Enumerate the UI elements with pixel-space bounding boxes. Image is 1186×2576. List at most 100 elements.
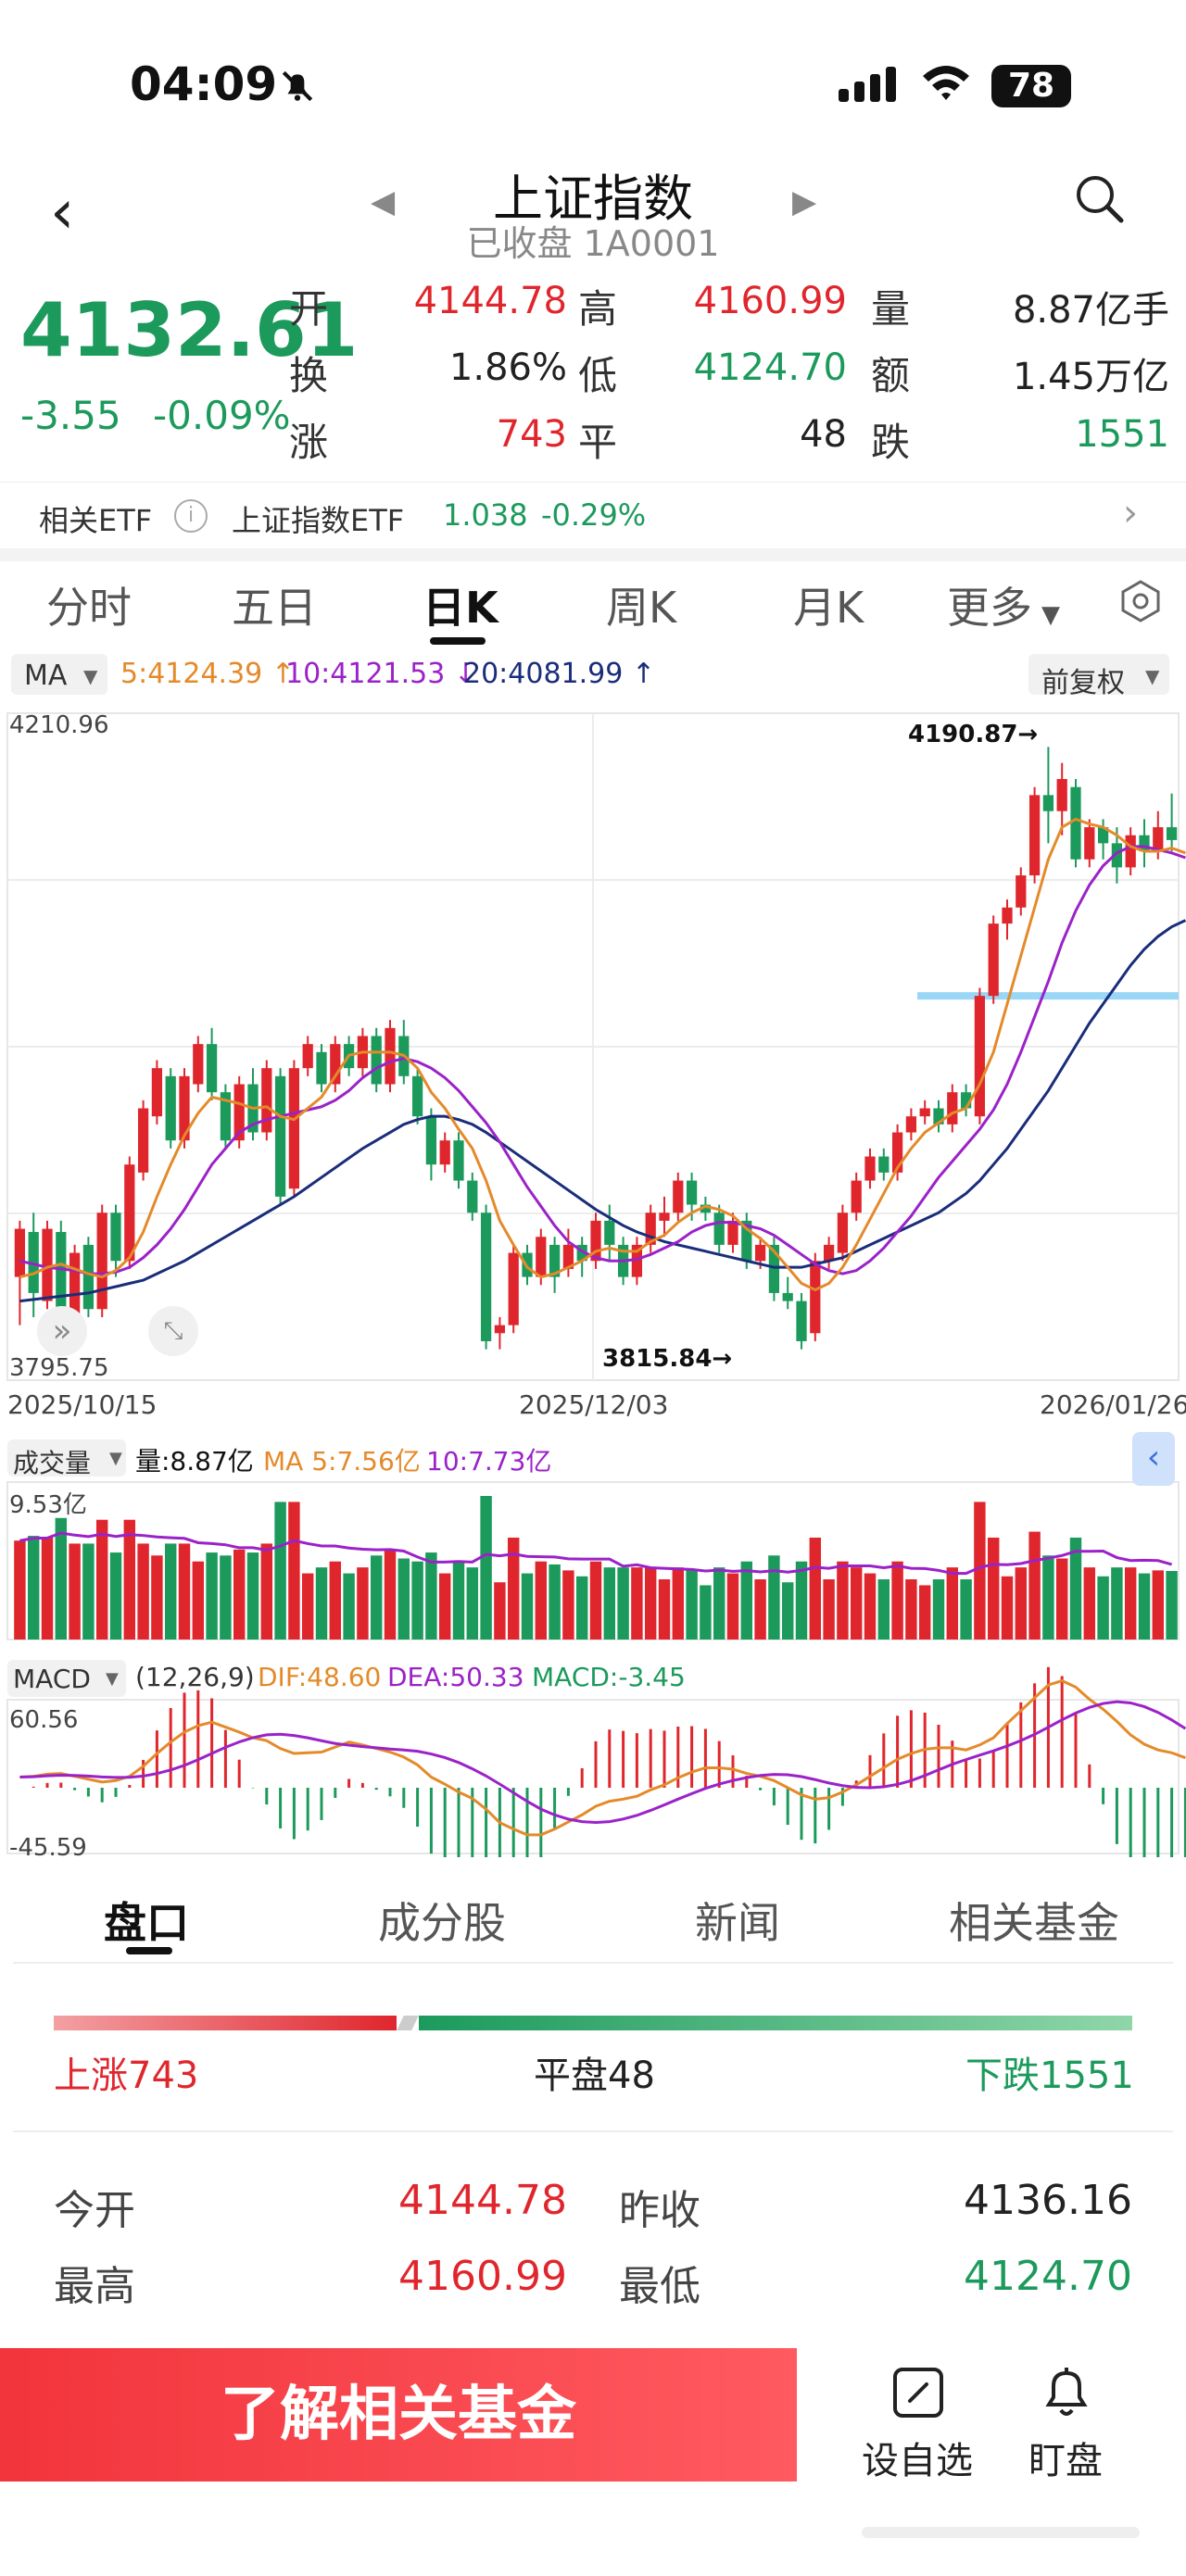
volume-selector[interactable]: 成交量 ▼ — [7, 1439, 126, 1478]
candle-body — [1166, 827, 1178, 840]
dif-line — [19, 1678, 1186, 1837]
candle-body — [233, 1084, 245, 1141]
tab-monthly-k[interactable]: 月K — [793, 583, 864, 633]
candle-body — [796, 1301, 807, 1341]
quote-value-open: 4144.78 — [413, 280, 567, 322]
volume-bar — [617, 1567, 629, 1640]
volume-bar — [246, 1552, 259, 1640]
candle-body — [1139, 835, 1150, 852]
expand-left-icon[interactable]: » — [37, 1306, 87, 1356]
price-change: -3.55 — [20, 393, 121, 438]
section-divider — [0, 548, 1186, 561]
candle-body — [1111, 843, 1123, 868]
macd-axis-bottom: -45.59 — [9, 1834, 87, 1862]
tab-related-funds[interactable]: 相关基金 — [949, 1898, 1119, 1948]
volume-bar — [877, 1579, 890, 1640]
page-subtitle: 已收盘 1A0001 — [466, 223, 720, 264]
candle-body — [137, 1108, 149, 1173]
candle-body — [604, 1220, 615, 1245]
candle-body — [673, 1180, 684, 1213]
stat-low-value: 4124.70 — [964, 2253, 1132, 2300]
candle-body — [974, 996, 986, 1117]
candle-body — [69, 1252, 81, 1317]
volume-bar — [795, 1561, 808, 1640]
volume-bar — [494, 1582, 506, 1640]
volume-bar — [1028, 1531, 1041, 1640]
volume-bar — [82, 1543, 95, 1640]
caret-down-icon: ▼ — [1041, 601, 1060, 629]
candle-body — [645, 1213, 656, 1245]
adjust-selector[interactable]: 前复权 ▼ — [1028, 654, 1169, 699]
quote-label-open: 开 — [289, 286, 329, 332]
related-etf-bar[interactable]: 相关ETF i 上证指数ETF 1.038 -0.29% › — [0, 482, 1186, 547]
volume-bar — [1111, 1567, 1123, 1640]
volume-bar — [562, 1570, 574, 1640]
info-icon[interactable]: i — [174, 499, 208, 533]
volume-bar — [864, 1573, 877, 1640]
macd-dea: DEA:50.33 — [387, 1662, 524, 1692]
macd-label: MACD — [13, 1664, 91, 1694]
fullscreen-icon[interactable]: ⤡ — [148, 1306, 198, 1356]
macd-params: (12,26,9) — [135, 1662, 255, 1692]
candle-body — [124, 1164, 135, 1262]
candle-body — [536, 1237, 547, 1277]
stat-prev-close-label: 昨收 — [619, 2187, 700, 2234]
candle-body — [425, 1116, 437, 1165]
search-icon[interactable] — [1073, 172, 1125, 224]
tab-more[interactable]: 更多 ▼ — [947, 574, 1060, 635]
last-price: 4132.61 — [20, 287, 359, 373]
volume-bar — [713, 1567, 725, 1640]
tab-news[interactable]: 新闻 — [695, 1898, 780, 1948]
collapse-panel-icon[interactable]: ‹ — [1132, 1432, 1175, 1486]
candle-body — [851, 1180, 862, 1213]
volume-bar — [700, 1585, 712, 1640]
breadth-up-bar — [54, 2016, 397, 2030]
quote-value-up: 743 — [496, 413, 567, 456]
prev-index-icon[interactable]: ◀ — [371, 183, 396, 220]
volume-bar — [589, 1561, 602, 1640]
volume-bar — [233, 1549, 246, 1640]
quote-label-up: 涨 — [289, 420, 329, 465]
candle-body — [562, 1244, 574, 1269]
volume-bar — [891, 1561, 903, 1640]
macd-selector[interactable]: MACD ▼ — [7, 1660, 126, 1697]
volume-bar — [384, 1549, 397, 1640]
ma-selector[interactable]: MA ▼ — [11, 654, 107, 695]
next-index-icon[interactable]: ▶ — [792, 183, 817, 220]
tab-constituents[interactable]: 成分股 — [378, 1898, 506, 1948]
volume-bar — [220, 1555, 232, 1640]
kline-chart[interactable] — [0, 709, 1186, 1857]
candle-body — [1070, 786, 1081, 860]
volume-bar — [535, 1561, 548, 1640]
ma10-text: 10:4121.53 — [285, 658, 446, 690]
candle-body — [165, 1075, 176, 1141]
chevron-right-icon: › — [1123, 492, 1138, 534]
volume-bar — [672, 1567, 685, 1640]
tab-weekly-k[interactable]: 周K — [606, 583, 677, 633]
tab-five-day[interactable]: 五日 — [232, 583, 317, 633]
tab-intraday[interactable]: 分时 — [46, 583, 132, 633]
candle-body — [220, 1092, 232, 1141]
etf-price: 1.038 — [443, 497, 528, 533]
candle-body — [316, 1051, 327, 1085]
learn-related-funds-button[interactable]: 了解相关基金 — [0, 2348, 797, 2482]
volume-bar — [549, 1564, 561, 1640]
candle-body — [549, 1244, 561, 1277]
candle-body — [330, 1044, 341, 1085]
etf-pct: -0.29% — [541, 497, 647, 533]
volume-bar — [260, 1543, 273, 1640]
price-change-pct: -0.09% — [153, 393, 291, 438]
quote-label-down: 跌 — [871, 420, 911, 465]
back-chevron-icon[interactable]: ‹ — [50, 176, 75, 247]
candle-body — [439, 1140, 450, 1165]
volume-bar — [397, 1558, 410, 1640]
settings-hexagon-icon[interactable] — [1117, 578, 1164, 624]
volume-bar — [95, 1519, 108, 1640]
volume-bar — [507, 1538, 520, 1640]
edit-square-icon — [893, 2368, 943, 2418]
ma20-line — [19, 919, 1186, 1303]
quote-value-low: 4124.70 — [693, 346, 847, 389]
candle-body — [700, 1204, 712, 1213]
tab-daily-k[interactable]: 日K — [423, 583, 498, 633]
tab-quote-board[interactable]: 盘口 — [104, 1898, 189, 1948]
